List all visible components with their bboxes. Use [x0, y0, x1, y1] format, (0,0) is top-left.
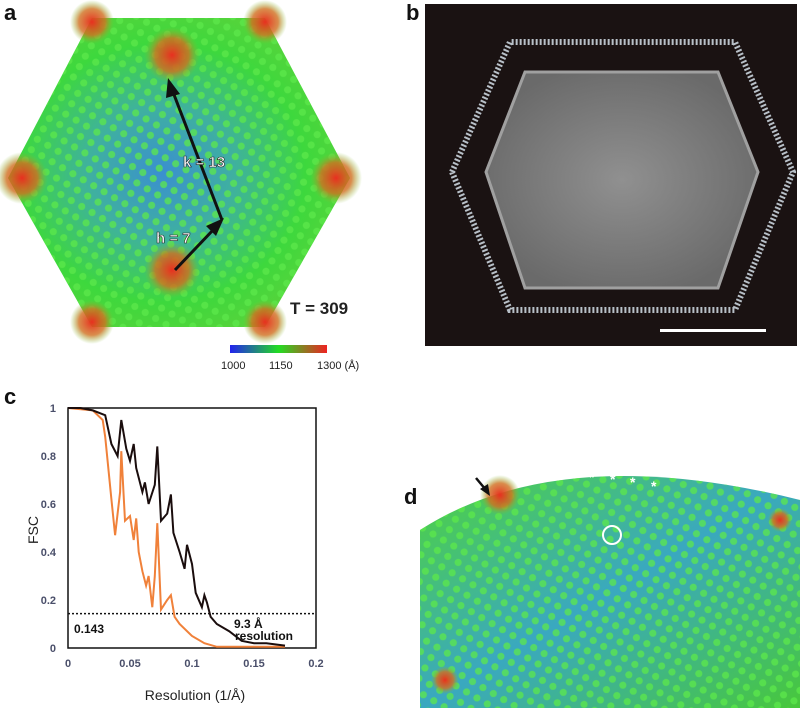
y-tick-label: 0.2: [41, 595, 56, 607]
svg-text:*: *: [610, 471, 616, 487]
threshold-label: 0.143: [74, 622, 104, 636]
triangulation-number: T = 309: [290, 299, 348, 318]
y-tick-label: 0: [50, 643, 56, 655]
y-tick-label: 0.8: [41, 451, 56, 463]
colorbar-tick-mid: 1150: [269, 360, 293, 372]
panel-label-c: c: [4, 384, 17, 409]
x-tick-label: 0.2: [308, 658, 323, 670]
panel-label-b: b: [406, 0, 420, 25]
svg-text:*: *: [566, 467, 572, 483]
resolution-annotation-line2: resolution: [235, 629, 293, 643]
resolution-annotation-line1: 9.3 Å: [234, 616, 263, 631]
capsid-shell: [448, 39, 797, 313]
fsc-chart: 0 0.05 0.1 0.15 0.2 0 0.2 0.4 0.6 0.8 1: [41, 403, 324, 670]
k-label: k = 13: [183, 154, 225, 171]
y-tick-label: 1: [50, 403, 56, 415]
svg-text:*: *: [630, 474, 636, 490]
x-tick-label: 0: [65, 658, 71, 670]
colorbar-tick-min: 1000: [221, 360, 245, 372]
x-tick-label: 0.05: [119, 658, 140, 670]
pentameric-vertices: [0, 0, 362, 344]
x-axis-label: Resolution (1/Å): [145, 687, 245, 703]
plot-frame: [67, 407, 317, 649]
panel-label-a: a: [4, 0, 17, 25]
svg-text:*: *: [589, 469, 595, 485]
y-tick-label: 0.4: [41, 547, 57, 559]
colorbar: [230, 345, 327, 353]
inner-membrane: [484, 70, 760, 290]
h-label: h = 7: [156, 230, 191, 247]
series-line-black: [68, 407, 286, 647]
scale-bar: [660, 329, 766, 332]
highlight-circle: [602, 525, 622, 545]
asterisk-row: * * * * * *: [543, 465, 657, 494]
svg-text:*: *: [651, 478, 657, 494]
series-line-orange: [67, 407, 285, 648]
arrow-icon: [475, 477, 490, 496]
svg-text:*: *: [543, 465, 549, 481]
panel-label-d: d: [404, 484, 418, 509]
y-axis-label: FSC: [25, 516, 41, 544]
colorbar-tick-max: 1300 (Å): [317, 359, 359, 372]
y-tick-label: 0.6: [41, 499, 56, 511]
x-tick-label: 0.1: [184, 658, 199, 670]
lattice-vectors: [166, 78, 224, 272]
x-tick-label: 0.15: [243, 658, 264, 670]
